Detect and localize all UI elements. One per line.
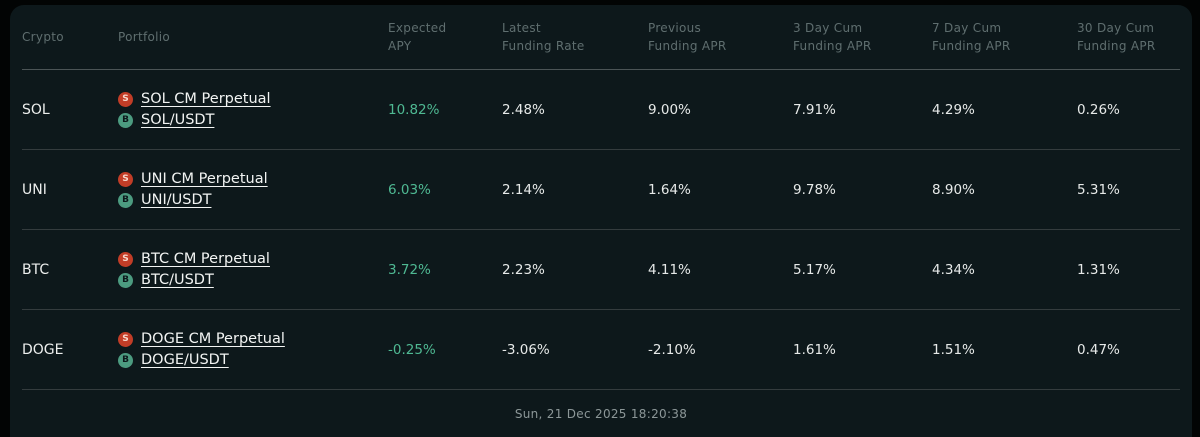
cum-7day-funding-apr-value: 4.29% xyxy=(932,101,975,118)
table-row: SOL S SOL CM Perpetual B SOL/USDT 10.82%… xyxy=(22,70,1180,150)
col-header-portfolio: Portfolio xyxy=(118,28,388,46)
portfolio-cell: S UNI CM Perpetual B UNI/USDT xyxy=(118,171,388,208)
portfolio-spot-link[interactable]: UNI/USDT xyxy=(141,192,212,208)
portfolio-sell-line: S UNI CM Perpetual xyxy=(118,171,388,187)
table-row: UNI S UNI CM Perpetual B UNI/USDT 6.03% … xyxy=(22,150,1180,230)
crypto-symbol: SOL xyxy=(22,101,50,118)
portfolio-cell: S DOGE CM Perpetual B DOGE/USDT xyxy=(118,331,388,368)
cum-30day-funding-apr-value: 0.47% xyxy=(1077,341,1120,358)
table-body: SOL S SOL CM Perpetual B SOL/USDT 10.82%… xyxy=(10,70,1192,390)
cum-3day-funding-apr-value: 7.91% xyxy=(793,101,836,118)
cum-7day-funding-apr-value: 8.90% xyxy=(932,181,975,198)
portfolio-buy-line: B UNI/USDT xyxy=(118,192,388,208)
cum-30day-funding-apr-value: 1.31% xyxy=(1077,261,1120,278)
portfolio-perpetual-link[interactable]: BTC CM Perpetual xyxy=(141,251,270,267)
last-updated-timestamp: Sun, 21 Dec 2025 18:20:38 xyxy=(514,406,688,421)
portfolio-buy-line: B BTC/USDT xyxy=(118,272,388,288)
buy-badge-icon: B xyxy=(118,272,133,288)
expected-apy-value: -0.25% xyxy=(388,341,436,358)
crypto-symbol: UNI xyxy=(22,181,47,198)
previous-funding-apr-value: -2.10% xyxy=(648,341,696,358)
latest-funding-rate-value: 2.48% xyxy=(502,101,545,118)
expected-apy-value: 6.03% xyxy=(388,181,431,198)
previous-funding-apr-value: 1.64% xyxy=(648,181,691,198)
portfolio-sell-line: S DOGE CM Perpetual xyxy=(118,331,388,347)
col-header-crypto-label: Crypto xyxy=(22,30,64,44)
previous-funding-apr-value: 9.00% xyxy=(648,101,691,118)
col-header-7day-cum-funding-apr: 7 Day Cum Funding APR xyxy=(932,21,1011,53)
sell-badge-icon: S xyxy=(118,171,133,187)
buy-badge-icon: B xyxy=(118,352,133,368)
portfolio-sell-line: S SOL CM Perpetual xyxy=(118,91,388,107)
table-row: BTC S BTC CM Perpetual B BTC/USDT 3.72% … xyxy=(22,230,1180,310)
col-header-crypto: Crypto xyxy=(22,28,118,46)
portfolio-perpetual-link[interactable]: DOGE CM Perpetual xyxy=(141,331,285,347)
portfolio-spot-link[interactable]: BTC/USDT xyxy=(141,272,214,288)
previous-funding-apr-value: 4.11% xyxy=(648,261,691,278)
portfolio-spot-link[interactable]: SOL/USDT xyxy=(141,112,215,128)
portfolio-buy-line: B DOGE/USDT xyxy=(118,352,388,368)
col-header-3day-cum-funding-apr: 3 Day Cum Funding APR xyxy=(793,21,872,53)
sell-badge-icon: S xyxy=(118,251,133,267)
cum-7day-funding-apr-value: 1.51% xyxy=(932,341,975,358)
expected-apy-value: 10.82% xyxy=(388,101,440,118)
crypto-symbol: DOGE xyxy=(22,341,64,358)
col-header-30day-cum-funding-apr: 30 Day Cum Funding APR xyxy=(1077,21,1156,53)
expected-apy-value: 3.72% xyxy=(388,261,431,278)
portfolio-sell-line: S BTC CM Perpetual xyxy=(118,251,388,267)
sell-badge-icon: S xyxy=(118,331,133,347)
latest-funding-rate-value: 2.23% xyxy=(502,261,545,278)
cum-3day-funding-apr-value: 1.61% xyxy=(793,341,836,358)
sell-badge-icon: S xyxy=(118,91,133,107)
col-header-latest-funding-rate: Latest Funding Rate xyxy=(502,21,585,53)
cum-3day-funding-apr-value: 9.78% xyxy=(793,181,836,198)
cum-3day-funding-apr-value: 5.17% xyxy=(793,261,836,278)
cum-7day-funding-apr-value: 4.34% xyxy=(932,261,975,278)
table-header-row: Crypto Portfolio Expected APY Latest Fun… xyxy=(22,5,1180,70)
table-row: DOGE S DOGE CM Perpetual B DOGE/USDT -0.… xyxy=(22,310,1180,390)
portfolio-perpetual-link[interactable]: SOL CM Perpetual xyxy=(141,91,271,107)
portfolio-spot-link[interactable]: DOGE/USDT xyxy=(141,352,229,368)
col-header-previous-funding-apr: Previous Funding APR xyxy=(648,21,727,53)
cum-30day-funding-apr-value: 5.31% xyxy=(1077,181,1120,198)
buy-badge-icon: B xyxy=(118,112,133,128)
latest-funding-rate-value: 2.14% xyxy=(502,181,545,198)
funding-table-panel: Crypto Portfolio Expected APY Latest Fun… xyxy=(10,5,1192,437)
portfolio-buy-line: B SOL/USDT xyxy=(118,112,388,128)
latest-funding-rate-value: -3.06% xyxy=(502,341,550,358)
portfolio-perpetual-link[interactable]: UNI CM Perpetual xyxy=(141,171,268,187)
portfolio-cell: S BTC CM Perpetual B BTC/USDT xyxy=(118,251,388,288)
col-header-portfolio-label: Portfolio xyxy=(118,30,171,44)
cum-30day-funding-apr-value: 0.26% xyxy=(1077,101,1120,118)
col-header-expected-apy: Expected APY xyxy=(388,21,447,53)
buy-badge-icon: B xyxy=(118,192,133,208)
crypto-symbol: BTC xyxy=(22,261,50,278)
portfolio-cell: S SOL CM Perpetual B SOL/USDT xyxy=(118,91,388,128)
